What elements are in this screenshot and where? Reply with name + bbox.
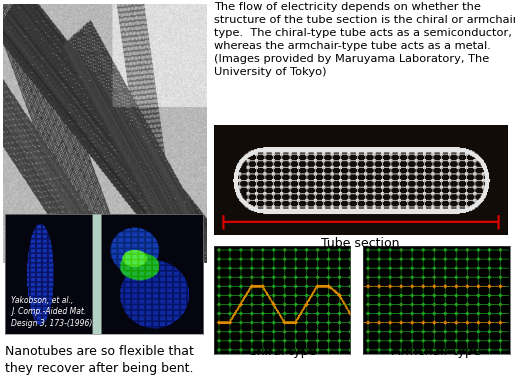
Text: Nanotubes are so flexible that
they recover after being bent.: Nanotubes are so flexible that they reco… xyxy=(5,345,194,375)
Text: Yakobson, et al.,
J. Comp.-Aided Mat.
Design 3, 173-(1996).: Yakobson, et al., J. Comp.-Aided Mat. De… xyxy=(11,296,95,327)
Text: Armchair type: Armchair type xyxy=(392,345,480,358)
Text: Tube section: Tube section xyxy=(321,237,400,250)
Text: The flow of electricity depends on whether the
structure of the tube section is : The flow of electricity depends on wheth… xyxy=(214,2,515,77)
Text: Chiral type: Chiral type xyxy=(248,345,316,358)
